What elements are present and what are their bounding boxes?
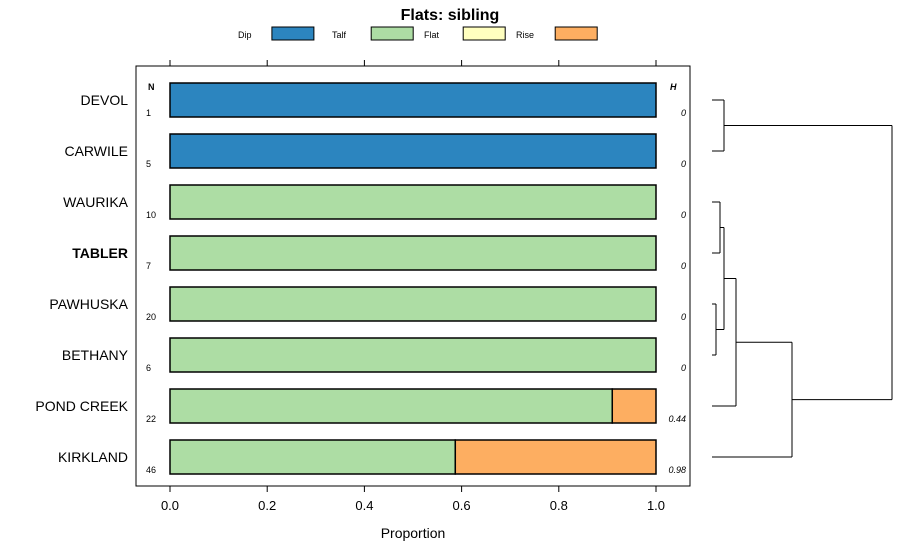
bar-kirkland-talf — [169, 439, 457, 475]
plot-frame — [135, 65, 691, 487]
bar-pawhuska-talf — [169, 286, 657, 322]
x-tick-label-4: 0.8 — [550, 498, 568, 513]
bar-pond-creek-talf — [169, 388, 614, 424]
x-tick-label-0: 0.0 — [161, 498, 179, 513]
legend-swatch-rise — [554, 26, 598, 41]
h-value-devol: 0 — [681, 108, 686, 118]
n-value-pond-creek: 22 — [146, 414, 156, 424]
h-value-pawhuska: 0 — [681, 312, 686, 322]
dendrogram — [712, 99, 893, 458]
legend: Dip Talf Flat Rise — [238, 26, 598, 41]
x-tick-label-2: 0.4 — [355, 498, 373, 513]
bar-tabler-talf — [169, 235, 657, 271]
n-header: N — [148, 82, 155, 92]
category-label-pond-creek: POND CREEK — [35, 398, 128, 414]
legend-swatch-talf — [370, 26, 414, 41]
h-value-pond-creek: 0.44 — [668, 414, 686, 424]
legend-label-flat: Flat — [424, 30, 440, 40]
category-label-kirkland: KIRKLAND — [58, 449, 128, 465]
n-value-carwile: 5 — [146, 159, 151, 169]
h-value-waurika: 0 — [681, 210, 686, 220]
h-value-kirkland: 0.98 — [668, 465, 686, 475]
category-label-tabler: TABLER — [72, 245, 128, 261]
legend-label-dip: Dip — [238, 30, 252, 40]
chart-title: Flats: sibling — [401, 7, 500, 24]
h-value-tabler: 0 — [681, 261, 686, 271]
n-value-pawhuska: 20 — [146, 312, 156, 322]
category-label-carwile: CARWILE — [64, 143, 128, 159]
bar-carwile-dip — [169, 133, 657, 169]
bar-devol-dip — [169, 82, 657, 118]
category-label-waurika: WAURIKA — [63, 194, 128, 210]
bar-pond-creek-rise — [611, 388, 657, 424]
bar-bethany-talf — [169, 337, 657, 373]
bar-waurika-talf — [169, 184, 657, 220]
n-value-devol: 1 — [146, 108, 151, 118]
category-label-pawhuska: PAWHUSKA — [49, 296, 128, 312]
h-header: H — [670, 82, 677, 92]
n-value-bethany: 6 — [146, 363, 151, 373]
n-value-kirkland: 46 — [146, 465, 156, 475]
legend-swatch-dip — [271, 26, 315, 41]
legend-label-rise: Rise — [516, 30, 534, 40]
h-value-carwile: 0 — [681, 159, 686, 169]
x-tick-label-5: 1.0 — [647, 498, 665, 513]
category-label-devol: DEVOL — [81, 92, 129, 108]
x-axis-label: Proportion — [381, 525, 446, 541]
category-label-bethany: BETHANY — [62, 347, 129, 363]
legend-swatch-flat — [462, 26, 506, 41]
h-value-bethany: 0 — [681, 363, 686, 373]
x-axis: 0.0 0.2 0.4 0.6 0.8 1.0 — [161, 60, 665, 513]
bar-kirkland-rise — [454, 439, 657, 475]
n-value-tabler: 7 — [146, 261, 151, 271]
n-value-waurika: 10 — [146, 210, 156, 220]
legend-label-talf: Talf — [332, 30, 347, 40]
x-tick-label-3: 0.6 — [453, 498, 471, 513]
x-tick-label-1: 0.2 — [258, 498, 276, 513]
